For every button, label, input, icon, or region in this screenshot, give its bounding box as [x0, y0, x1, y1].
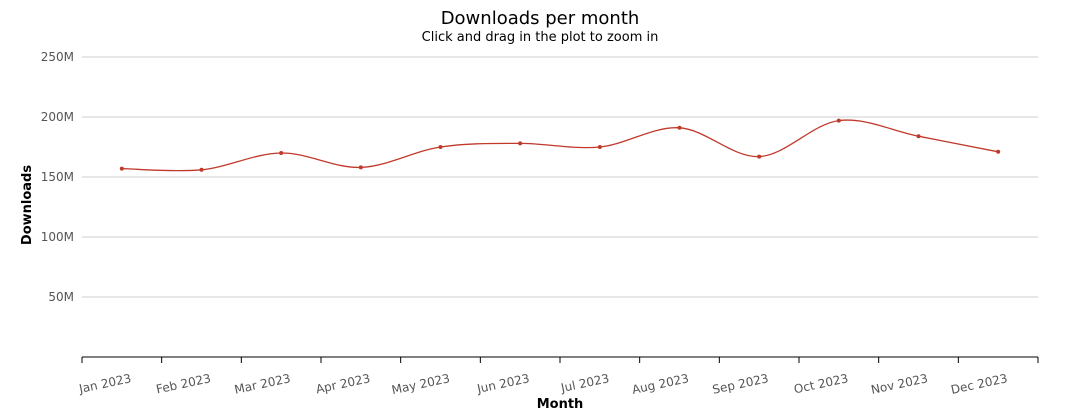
chart-subtitle: Click and drag in the plot to zoom in	[421, 30, 659, 45]
data-point[interactable]	[119, 166, 124, 171]
data-point[interactable]	[916, 134, 921, 139]
x-tick-label: Aug 2023	[631, 371, 690, 397]
data-point[interactable]	[199, 167, 204, 172]
x-tick-label: Jan 2023	[77, 371, 133, 396]
series-line	[121, 119, 999, 172]
x-tick-label: Jul 2023	[559, 371, 611, 395]
data-point[interactable]	[757, 154, 762, 159]
data-point[interactable]	[358, 165, 363, 170]
y-axis-ticks: 50M 100M 150M 200M 250M	[41, 50, 74, 304]
chart-title: Downloads per month	[440, 8, 640, 29]
x-axis-label: Month	[537, 397, 584, 412]
y-tick-label: 150M	[41, 170, 74, 184]
grid-lines	[82, 56, 1038, 298]
data-point[interactable]	[597, 145, 602, 149]
x-tick-label: Oct 2023	[793, 371, 850, 396]
y-tick-label: 200M	[41, 110, 74, 124]
x-tick-label: May 2023	[390, 371, 451, 397]
y-tick-label: 250M	[41, 50, 74, 64]
y-tick-label: 50M	[48, 290, 74, 304]
x-tick-label: Feb 2023	[155, 371, 212, 396]
x-tick-label: Apr 2023	[315, 371, 372, 396]
x-tick-label: Nov 2023	[870, 371, 929, 397]
y-axis-label: Downloads	[20, 165, 35, 245]
x-tick-label: Mar 2023	[233, 371, 292, 397]
data-point[interactable]	[279, 151, 284, 155]
data-point[interactable]	[836, 118, 841, 123]
x-tick-label: Dec 2023	[950, 371, 1009, 397]
data-point[interactable]	[677, 125, 682, 130]
x-tick-label: Sep 2023	[711, 371, 770, 397]
series-layer	[119, 118, 1001, 172]
x-tick-label: Jun 2023	[475, 371, 531, 396]
data-point[interactable]	[438, 145, 443, 149]
y-tick-label: 100M	[41, 230, 74, 244]
data-point[interactable]	[518, 141, 523, 146]
x-axis: Jan 2023 Feb 2023 Mar 2023 Apr 2023 May 2023…	[77, 356, 1039, 397]
data-point[interactable]	[996, 149, 1001, 154]
